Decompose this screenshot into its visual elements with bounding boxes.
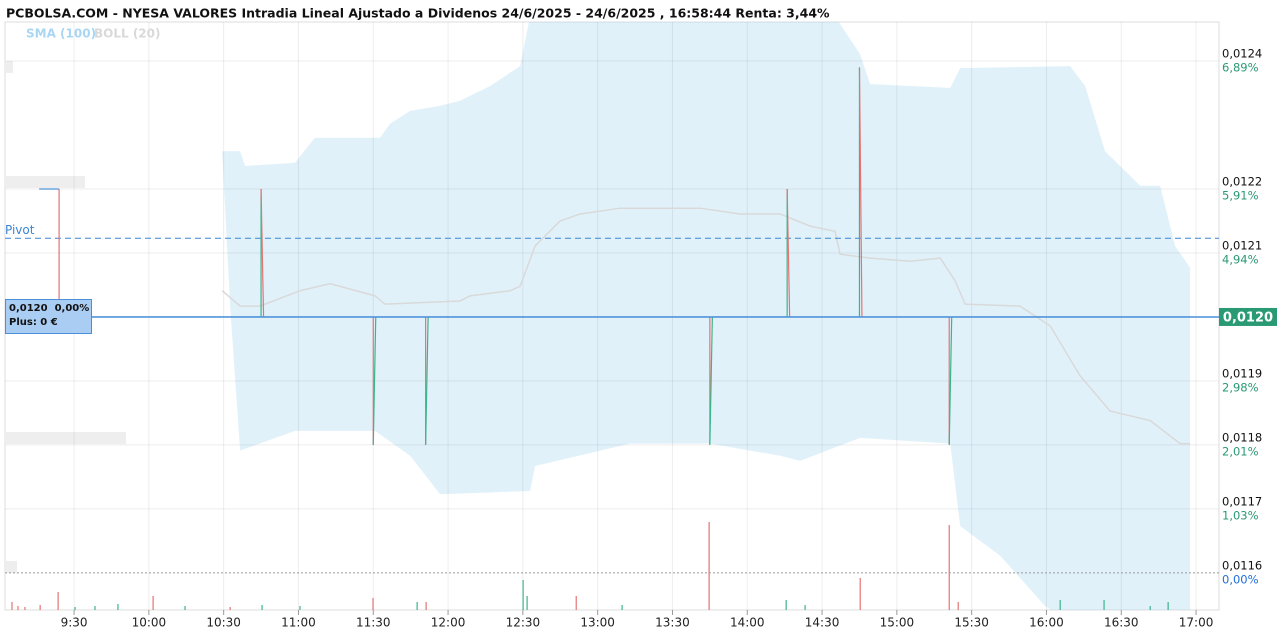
volume-bar: [859, 578, 861, 610]
volume-bar: [575, 596, 577, 610]
plot-area: [4, 21, 1220, 611]
x-tick-label: 15:30: [954, 616, 989, 630]
y2-tick-label: 0,00%: [1222, 572, 1259, 586]
legend-entry: SMA (100): [26, 27, 96, 41]
x-tick-label: 14:30: [805, 616, 840, 630]
x-tick-label: 12:00: [431, 616, 466, 630]
volume-bar: [425, 602, 427, 610]
volume-bar: [94, 606, 96, 610]
current-label: 0,0120: [1223, 310, 1273, 325]
price-segment: [425, 316, 429, 445]
y-tick-label: 0,0122: [1222, 174, 1262, 188]
volume-bar: [1149, 606, 1151, 610]
info-price: 0,0120: [9, 303, 48, 314]
volume-bar: [526, 596, 528, 610]
volume-bar: [621, 605, 623, 610]
volume-bar: [1103, 600, 1105, 610]
volume-bar: [708, 522, 710, 610]
volume-bar: [1059, 600, 1061, 610]
volume-bar: [522, 580, 524, 610]
volume-bar: [17, 606, 19, 610]
price-segment: [858, 67, 863, 317]
bollinger-band: [222, 22, 1191, 610]
y-tick-label: 0,0116: [1222, 558, 1262, 572]
x-tick-label: 9:30: [61, 616, 88, 630]
x-tick-label: 10:00: [132, 616, 167, 630]
x-tick-label: 17:00: [1179, 616, 1214, 630]
current-badge: [1219, 307, 1277, 326]
volume-bar: [957, 602, 959, 610]
x-tick-label: 13:30: [655, 616, 690, 630]
price-segment: [260, 188, 265, 317]
volume-bar: [299, 606, 301, 610]
y2-tick-label: 2,01%: [1222, 444, 1259, 458]
price-segment: [948, 316, 953, 445]
volume-bar: [57, 592, 59, 610]
info-box: 0,0120 0,00% Plus: 0 €: [5, 299, 92, 334]
y2-tick-label: 4,94%: [1222, 252, 1259, 266]
volume-bar: [785, 600, 787, 610]
x-tick-label: 12:30: [506, 616, 541, 630]
y2-tick-label: 6,89%: [1222, 61, 1259, 75]
x-tick-label: 11:00: [281, 616, 316, 630]
volume-bar: [804, 605, 806, 610]
x-tick-label: 15:00: [880, 616, 915, 630]
volume-bar: [1167, 602, 1169, 610]
info-change: 0,00%: [54, 303, 90, 314]
volume-bar: [416, 602, 418, 610]
x-tick-label: 14:00: [730, 616, 765, 630]
blur: [5, 432, 126, 444]
blur: [5, 176, 85, 188]
price-segment: [709, 316, 713, 445]
volume-bar: [152, 596, 154, 610]
volume-bar: [261, 605, 263, 610]
y-tick-label: 0,0124: [1222, 47, 1262, 61]
blur: [5, 561, 17, 573]
y-tick-label: 0,0119: [1222, 366, 1262, 380]
y2-tick-label: 1,03%: [1222, 508, 1259, 522]
volume-bar: [184, 606, 186, 610]
volume-bar: [229, 607, 231, 610]
price-segment: [372, 316, 377, 445]
x-tick-label: 16:30: [1104, 616, 1139, 630]
volume-bar: [948, 525, 950, 610]
boll-line: [221, 207, 1191, 445]
x-tick-label: 16:00: [1029, 616, 1064, 630]
blur: [5, 61, 13, 73]
volume-bar: [74, 607, 76, 610]
volume-bar: [39, 605, 41, 610]
y-tick-label: 0,0121: [1222, 238, 1262, 252]
y-tick-label: 0,0117: [1222, 494, 1262, 508]
x-tick-label: 11:30: [356, 616, 391, 630]
volume-bar: [24, 607, 26, 610]
legend-entry: BOLL (20): [94, 27, 161, 41]
info-plus: Plus: 0 €: [9, 317, 58, 328]
y-tick-label: 0,0118: [1222, 430, 1262, 444]
pivot-label: Pivot: [5, 223, 35, 237]
volume-bar: [117, 604, 119, 610]
y2-tick-label: 5,91%: [1222, 188, 1259, 202]
x-tick-label: 13:00: [580, 616, 615, 630]
price-segment: [786, 188, 791, 317]
x-tick-label: 10:30: [206, 616, 241, 630]
y2-tick-label: 2,98%: [1222, 380, 1259, 394]
chart-title: PCBOLSA.COM - NYESA VALORES Intradia Lin…: [6, 6, 830, 21]
volume-bar: [11, 602, 13, 610]
volume-bar: [372, 598, 374, 610]
